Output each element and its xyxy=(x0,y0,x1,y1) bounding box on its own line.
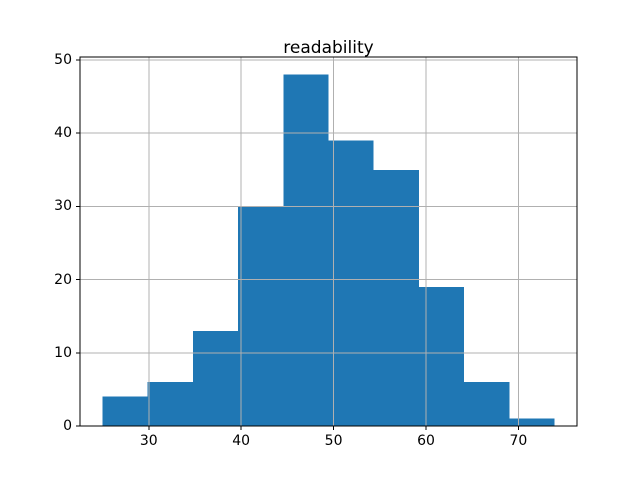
histogram-bar xyxy=(373,169,419,426)
y-tick-label: 20 xyxy=(54,271,72,288)
histogram-bar xyxy=(102,396,148,426)
histogram-bar xyxy=(283,74,329,426)
chart-title: readability xyxy=(283,38,374,58)
y-tick-label: 30 xyxy=(54,198,72,215)
y-tick-label: 50 xyxy=(54,51,72,68)
x-tick-label: 60 xyxy=(417,433,435,449)
histogram-bar xyxy=(328,140,374,426)
histogram-bar xyxy=(464,382,510,426)
y-tick-label: 40 xyxy=(54,125,72,142)
x-tick-label: 40 xyxy=(232,433,251,449)
x-tick-label: 30 xyxy=(139,433,158,449)
histogram-bar xyxy=(147,382,193,426)
x-tick-label: 70 xyxy=(509,433,528,449)
y-tick-label: 10 xyxy=(54,344,72,361)
axes-spines xyxy=(79,56,578,427)
y-tick-label: 0 xyxy=(63,418,72,434)
x-tick-label: 50 xyxy=(324,433,343,449)
histogram-bar xyxy=(509,418,555,426)
histogram-bar xyxy=(238,206,284,426)
histogram-bar xyxy=(192,330,239,426)
